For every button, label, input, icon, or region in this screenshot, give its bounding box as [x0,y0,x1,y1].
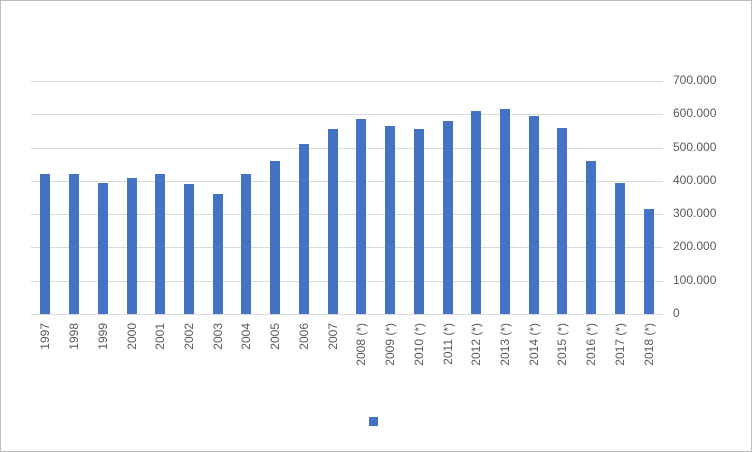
bar [529,116,539,314]
bar [356,119,366,314]
x-axis-tick-label: 1998 [67,323,81,350]
y-axis-tick-label: 0 [673,306,680,320]
x-axis-tick-label: 2003 [211,323,225,350]
bar [241,174,251,314]
x-axis-tick-label: 2018 (*) [642,323,656,366]
x-axis-tick-label: 2008 (*) [354,323,368,366]
bar [69,174,79,314]
y-axis-tick-label: 200.000 [673,239,717,253]
y-axis-tick-label: 500.000 [673,140,717,154]
bar [644,209,654,314]
bar [127,178,137,314]
bar [443,121,453,314]
x-axis-tick-label: 2000 [125,323,139,350]
gridline [31,281,663,282]
gridline [31,81,663,82]
y-axis-tick-label: 400.000 [673,173,717,187]
x-axis-tick-label: 2007 [326,323,340,350]
x-axis-tick-label: 1999 [96,323,110,350]
gridline [31,214,663,215]
x-axis-tick-label: 1997 [38,323,52,350]
x-axis-tick-label: 2014 (*) [527,323,541,366]
bar [213,194,223,314]
x-axis-tick-label: 2013 (*) [498,323,512,366]
gridline [31,247,663,248]
x-axis-tick-label: 2004 [239,323,253,350]
y-axis-tick-label: 300.000 [673,206,717,220]
bar [500,109,510,314]
bar [471,111,481,314]
gridline [31,181,663,182]
bar [155,174,165,314]
x-axis-tick-label: 2005 [268,323,282,350]
bar [98,183,108,314]
x-axis-tick-label: 2017 (*) [613,323,627,366]
bar [270,161,280,314]
y-axis-tick-label: 600.000 [673,106,717,120]
gridline [31,148,663,149]
bar [299,144,309,314]
gridline [31,314,663,315]
x-axis-tick-label: 2011 (*) [441,323,455,365]
x-axis-tick-label: 2001 [153,323,167,350]
bar [586,161,596,314]
x-axis-tick-label: 2009 (*) [383,323,397,366]
y-axis-tick-label: 100.000 [673,273,717,287]
x-axis-tick-label: 2015 (*) [555,323,569,366]
bar [385,126,395,314]
x-axis-tick-label: 2006 [297,323,311,350]
bar [414,129,424,314]
bar [40,174,50,314]
bar [557,128,567,314]
chart-legend [369,417,383,426]
bar [615,183,625,314]
legend-marker [369,417,378,426]
x-axis-tick-label: 2012 (*) [469,323,483,366]
bar [328,129,338,314]
gridline [31,114,663,115]
y-axis-tick-label: 700.000 [673,73,717,87]
bar [184,184,194,314]
x-axis-tick-label: 2016 (*) [584,323,598,366]
x-axis-tick-label: 2002 [182,323,196,350]
x-axis-tick-label: 2010 (*) [412,323,426,366]
